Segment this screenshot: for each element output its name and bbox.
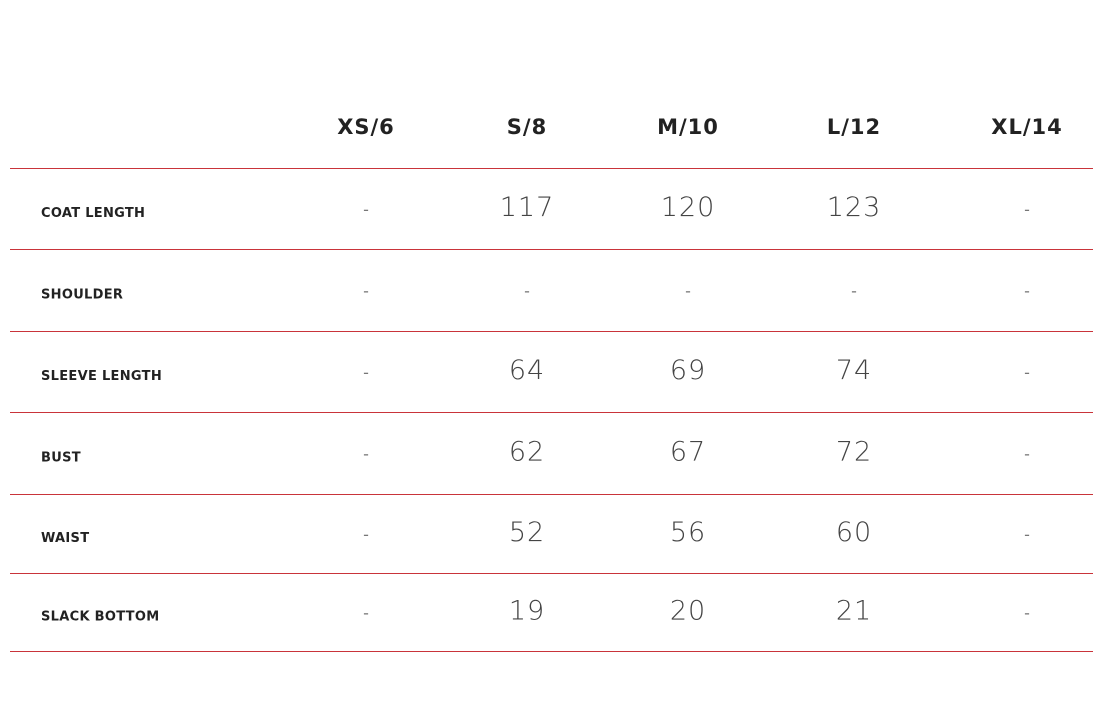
column-header: XL/14 — [991, 115, 1062, 139]
cell-empty: - — [363, 445, 369, 464]
cell-value: 69 — [670, 355, 706, 386]
column-header: M/10 — [657, 115, 719, 139]
cell-empty: - — [1024, 200, 1030, 219]
cell-empty: - — [363, 525, 369, 544]
cell-empty: - — [363, 200, 369, 219]
cell-value: 64 — [509, 355, 545, 386]
row-label: SLACK BOTTOM — [41, 610, 159, 625]
row-label: SLEEVE LENGTH — [41, 369, 162, 384]
cell-empty: - — [524, 282, 530, 301]
cell-empty: - — [1024, 525, 1030, 544]
cell-empty: - — [363, 363, 369, 382]
cell-value: 117 — [500, 192, 555, 223]
cell-value: 19 — [509, 596, 545, 627]
row-label: BUST — [41, 451, 81, 466]
cell-empty: - — [851, 282, 857, 301]
cell-empty: - — [1024, 604, 1030, 623]
cell-empty: - — [363, 604, 369, 623]
cell-empty: - — [1024, 363, 1030, 382]
column-header: XS/6 — [337, 115, 395, 139]
cell-value: 74 — [836, 355, 872, 386]
cell-value: 52 — [509, 517, 545, 548]
cell-value: 56 — [670, 517, 706, 548]
cell-empty: - — [363, 282, 369, 301]
cell-value: 120 — [661, 192, 716, 223]
cell-empty: - — [1024, 282, 1030, 301]
cell-value: 20 — [670, 596, 706, 627]
column-header: S/8 — [507, 115, 547, 139]
row-label: COAT LENGTH — [41, 206, 145, 221]
cell-empty: - — [685, 282, 691, 301]
row-label: SHOULDER — [41, 288, 123, 303]
cell-value: 67 — [670, 437, 706, 468]
cell-value: 62 — [509, 437, 545, 468]
column-header: L/12 — [827, 115, 881, 139]
cell-value: 60 — [836, 517, 872, 548]
row-label: WAIST — [41, 531, 89, 546]
cell-value: 21 — [836, 596, 872, 627]
cell-empty: - — [1024, 445, 1030, 464]
cell-value: 72 — [836, 437, 872, 468]
cell-value: 123 — [827, 192, 882, 223]
